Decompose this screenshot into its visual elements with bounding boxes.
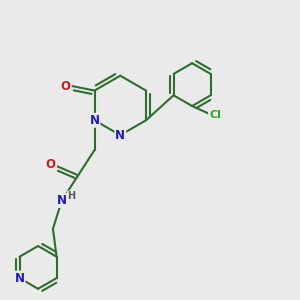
Text: O: O <box>46 158 56 171</box>
Text: N: N <box>57 194 67 207</box>
Text: O: O <box>61 80 71 93</box>
Text: N: N <box>115 129 125 142</box>
Text: H: H <box>67 191 75 201</box>
Text: N: N <box>89 114 100 127</box>
Text: N: N <box>14 272 25 285</box>
Text: Cl: Cl <box>209 110 221 120</box>
